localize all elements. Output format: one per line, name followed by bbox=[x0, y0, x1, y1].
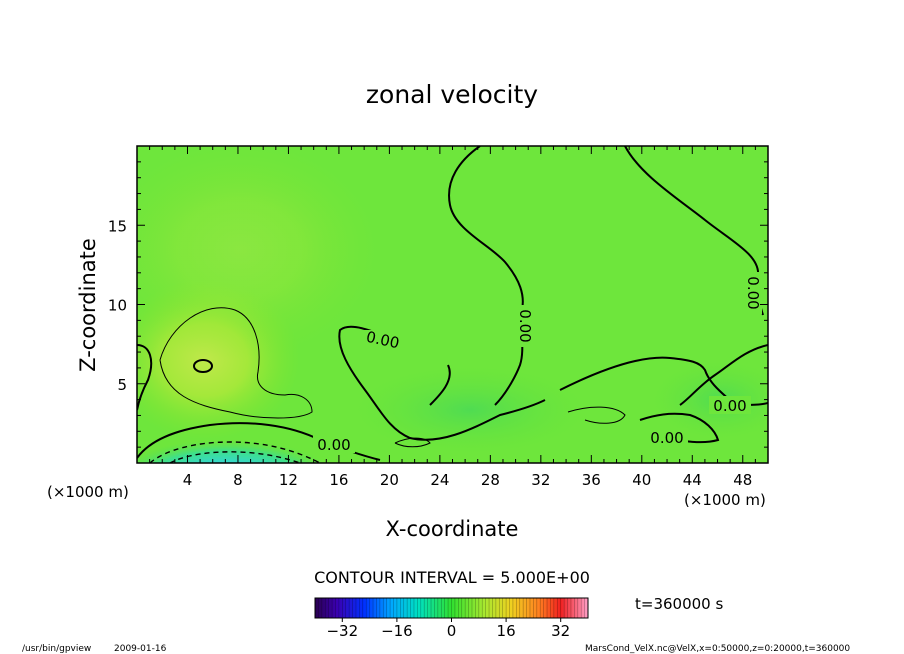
x-tick-label: 24 bbox=[430, 471, 449, 489]
field-medium-region bbox=[137, 146, 380, 360]
contour-interval-text: CONTOUR INTERVAL = 5.000E+00 bbox=[314, 568, 590, 587]
contour-label-4: 0.00 bbox=[713, 397, 746, 415]
x-tick-label: 8 bbox=[233, 471, 243, 489]
footer-date: 2009-01-16 bbox=[114, 644, 167, 654]
contour-label-bg-5 bbox=[646, 428, 688, 446]
chart-title: zonal velocity bbox=[366, 80, 538, 109]
contour-label-bg-4 bbox=[709, 396, 751, 414]
contour-zero-middle bbox=[338, 325, 546, 441]
colorbar-tick-label: −16 bbox=[381, 622, 413, 640]
contour-label-bg-2 bbox=[516, 305, 534, 347]
colorbar: −32 −16 0 16 32 bbox=[314, 597, 589, 640]
colorbar-tick-label: 32 bbox=[551, 622, 570, 640]
contour-positive bbox=[159, 307, 313, 419]
contour-small-1 bbox=[567, 406, 626, 424]
y-tick-label: 10 bbox=[108, 297, 127, 315]
contour-label-bg-6 bbox=[313, 435, 355, 453]
colorbar-tick-label: −32 bbox=[326, 622, 358, 640]
x-tick-label: 40 bbox=[632, 471, 651, 489]
x-tick-label: 32 bbox=[531, 471, 550, 489]
contour-label-2: 0.00 bbox=[516, 309, 534, 342]
plot-area: 0.00 0.00 0.00 0.00 0.00 0.00 bbox=[137, 146, 768, 463]
x-tick-label: 12 bbox=[279, 471, 298, 489]
x-tick-label: 20 bbox=[380, 471, 399, 489]
y-tick-label: 15 bbox=[108, 217, 127, 235]
x-tick-label: 44 bbox=[683, 471, 702, 489]
footer-program: /usr/bin/gpview bbox=[22, 644, 91, 654]
contour-zero-left-edge bbox=[137, 344, 153, 411]
x-axis-title: X-coordinate bbox=[386, 517, 519, 541]
footer-source: MarsCond_VelX.nc@VelX,x=0:50000,z=0:2000… bbox=[585, 644, 850, 654]
contour-small-2 bbox=[394, 437, 431, 448]
contour-negative-1 bbox=[149, 441, 321, 463]
contour-zero-lower-right bbox=[639, 344, 768, 444]
contour-label-6: 0.00 bbox=[317, 436, 350, 454]
time-label: t=360000 s bbox=[635, 595, 723, 613]
y-tick-label: 5 bbox=[117, 376, 127, 394]
contour-label-bg-3 bbox=[744, 272, 762, 314]
x-unit-label-right: (×1000 m) bbox=[684, 491, 766, 509]
contour-label-3: 0.00 bbox=[744, 276, 762, 309]
colorbar-tick-label: 16 bbox=[497, 622, 516, 640]
field-mid-region bbox=[350, 365, 590, 455]
contour-zero-top-center bbox=[448, 146, 524, 406]
y-axis-title: Z-coordinate bbox=[76, 238, 100, 372]
x-tick-label: 48 bbox=[733, 471, 752, 489]
contour-label-5: 0.00 bbox=[650, 429, 683, 447]
y-axis: 5 10 15 bbox=[108, 145, 768, 464]
x-tick-label: 28 bbox=[481, 471, 500, 489]
colorbar-stripes bbox=[318, 598, 585, 618]
x-tick-label: 16 bbox=[329, 471, 348, 489]
x-axis: 4 8 12 16 20 24 28 32 36 40 44 48 bbox=[136, 146, 769, 489]
colorbar-gradient bbox=[315, 598, 588, 618]
contour-label-bg-1 bbox=[362, 330, 404, 348]
contour-high-center bbox=[193, 359, 213, 373]
colorbar-ticks: −32 −16 0 16 32 bbox=[326, 618, 570, 640]
colorbar-tick-label: 0 bbox=[447, 622, 457, 640]
field-low-region bbox=[137, 432, 334, 463]
x-unit-label-left: (×1000 m) bbox=[47, 483, 129, 501]
x-tick-label: 4 bbox=[183, 471, 193, 489]
x-tick-label: 36 bbox=[582, 471, 601, 489]
